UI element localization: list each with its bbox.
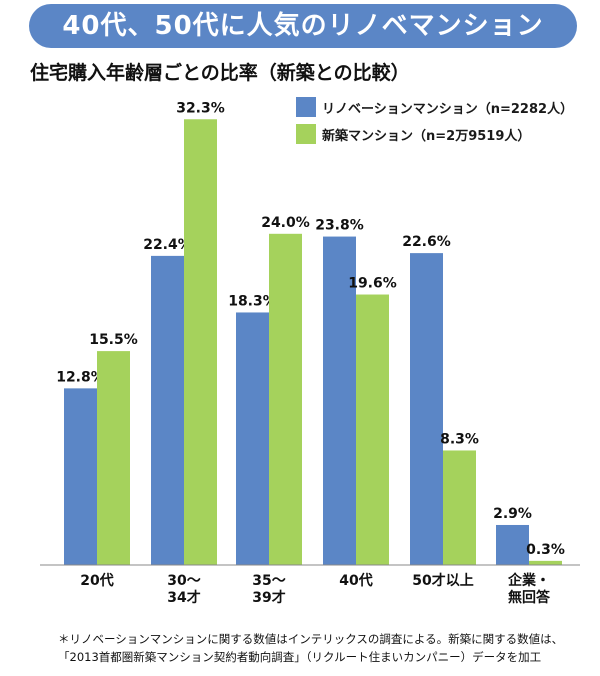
x-tick-label-2-1: 39才 xyxy=(252,589,285,606)
bar-renovation-0 xyxy=(64,388,97,565)
legend-item-renovation: リノベーションマンション（n=2282人） xyxy=(296,96,573,118)
data-label-renovation-3: 23.8% xyxy=(315,218,364,234)
bar-renovation-3 xyxy=(323,236,356,565)
data-label-renovation-2: 18.3% xyxy=(228,293,277,309)
x-tick-label-5-0: 企業・ xyxy=(507,572,550,589)
data-label-new-build-4: 8.3% xyxy=(440,431,479,447)
data-label-renovation-0: 12.8% xyxy=(56,369,105,385)
title-banner: 40代、50代に人気のリノベマンション xyxy=(29,4,577,48)
legend-swatch-renovation xyxy=(296,97,316,117)
legend-swatch-new-build xyxy=(296,124,316,144)
legend-item-new-build: 新築マンション（n=2万9519人） xyxy=(296,123,573,145)
chart-title: 40代、50代に人気のリノベマンション xyxy=(62,11,544,41)
x-tick-label-1-1: 34才 xyxy=(167,589,200,606)
bar-renovation-5 xyxy=(496,524,529,565)
data-label-new-build-3: 19.6% xyxy=(348,276,397,292)
footnote: ＊リノベーションマンションに関する数値はインテリックスの調査による。新築に関する… xyxy=(58,630,563,666)
bar-new-build-2 xyxy=(269,233,302,566)
footnote-line-1: ＊リノベーションマンションに関する数値はインテリックスの調査による。新築に関する… xyxy=(58,632,564,646)
data-label-new-build-0: 15.5% xyxy=(89,332,138,348)
bar-new-build-3 xyxy=(356,294,389,565)
data-label-renovation-1: 22.4% xyxy=(143,237,192,253)
bar-renovation-1 xyxy=(151,255,184,565)
data-label-renovation-4: 22.6% xyxy=(402,234,451,250)
bar-renovation-4 xyxy=(410,253,443,565)
bar-new-build-1 xyxy=(184,119,217,565)
bar-new-build-0 xyxy=(97,351,130,565)
bar-new-build-4 xyxy=(443,450,476,565)
x-tick-label-3-0: 40代 xyxy=(339,572,372,589)
legend-label-renovation: リノベーションマンション（n=2282人） xyxy=(322,101,574,117)
bar-new-build-5 xyxy=(529,560,562,565)
data-label-renovation-5: 2.9% xyxy=(493,506,532,522)
x-tick-label-0-0: 20代 xyxy=(80,572,113,589)
legend-label-new-build: 新築マンション（n=2万9519人） xyxy=(322,128,531,144)
x-tick-label-2-0: 35～ xyxy=(252,573,285,589)
x-tick-label-1-0: 30～ xyxy=(167,573,200,589)
bar-renovation-2 xyxy=(236,312,269,565)
legend: リノベーションマンション（n=2282人） 新築マンション（n=2万9519人） xyxy=(296,96,573,150)
x-tick-label-4-0: 50才以上 xyxy=(412,572,473,589)
chart-subtitle: 住宅購入年齢層ごとの比率（新築との比較） xyxy=(30,62,410,84)
data-label-new-build-5: 0.3% xyxy=(526,542,565,558)
data-label-new-build-2: 24.0% xyxy=(261,215,310,231)
footnote-line-2: 「2013首都圏新築マンション契約者動向調査」（リクルート住まいカンパニー）デー… xyxy=(58,650,542,664)
data-label-new-build-1: 32.3% xyxy=(176,100,225,116)
x-tick-label-5-1: 無回答 xyxy=(508,589,551,606)
